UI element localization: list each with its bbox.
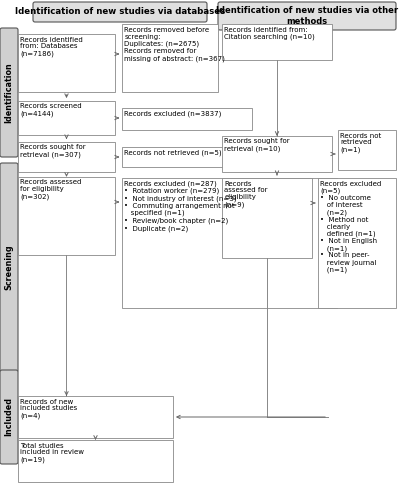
FancyBboxPatch shape (18, 101, 115, 135)
Text: Identification of new studies via databases: Identification of new studies via databa… (15, 8, 225, 16)
FancyBboxPatch shape (317, 178, 395, 308)
Text: Total studies
included in review
(n=19): Total studies included in review (n=19) (20, 442, 84, 463)
Text: Records identified from:
Citation searching (n=10): Records identified from: Citation search… (224, 26, 314, 40)
FancyBboxPatch shape (0, 28, 18, 157)
Text: Records excluded
(n=5)
•  No outcome
   of interest
   (n=2)
•  Method not
   cl: Records excluded (n=5) • No outcome of i… (320, 180, 381, 273)
FancyBboxPatch shape (0, 370, 18, 464)
FancyBboxPatch shape (18, 34, 115, 92)
Text: Records assessed
for eligibility
(n=302): Records assessed for eligibility (n=302) (20, 180, 82, 200)
Text: Records not retrieved (n=5): Records not retrieved (n=5) (124, 150, 222, 156)
FancyBboxPatch shape (221, 136, 331, 172)
Text: Identification: Identification (4, 62, 14, 123)
FancyBboxPatch shape (337, 130, 395, 170)
FancyBboxPatch shape (122, 147, 251, 167)
Text: Records of new
included studies
(n=4): Records of new included studies (n=4) (20, 398, 77, 419)
Text: Records sought for
retrieval (n=10): Records sought for retrieval (n=10) (224, 138, 290, 152)
FancyBboxPatch shape (122, 178, 336, 308)
FancyBboxPatch shape (122, 108, 251, 130)
FancyBboxPatch shape (18, 396, 172, 438)
FancyBboxPatch shape (0, 163, 18, 372)
FancyBboxPatch shape (221, 178, 311, 258)
Text: Screening: Screening (4, 244, 14, 290)
Text: Records
assessed for
eligibility
(n=9): Records assessed for eligibility (n=9) (224, 180, 267, 208)
FancyBboxPatch shape (18, 142, 115, 172)
Text: Records removed before
screening:
Duplicates: (n=2675)
Records removed for
missi: Records removed before screening: Duplic… (124, 26, 225, 62)
FancyBboxPatch shape (18, 440, 172, 482)
FancyBboxPatch shape (33, 2, 207, 22)
FancyBboxPatch shape (18, 177, 115, 255)
Text: Records not
retrieved
(n=1): Records not retrieved (n=1) (340, 132, 381, 153)
Text: Included: Included (4, 398, 14, 436)
FancyBboxPatch shape (221, 24, 331, 60)
Text: Records screened
(n=4144): Records screened (n=4144) (20, 104, 82, 117)
FancyBboxPatch shape (217, 2, 395, 30)
Text: Records identified
from: Databases
(n=7186): Records identified from: Databases (n=71… (20, 36, 83, 57)
FancyBboxPatch shape (122, 24, 217, 92)
Text: Records sought for
retrieval (n=307): Records sought for retrieval (n=307) (20, 144, 86, 158)
Text: Records excluded (n=287)
•  Rotation worker (n=279)
•  Not industry of interest : Records excluded (n=287) • Rotation work… (124, 180, 237, 232)
Text: Identification of new studies via other
methods: Identification of new studies via other … (215, 6, 397, 26)
Text: Records excluded (n=3837): Records excluded (n=3837) (124, 110, 221, 117)
